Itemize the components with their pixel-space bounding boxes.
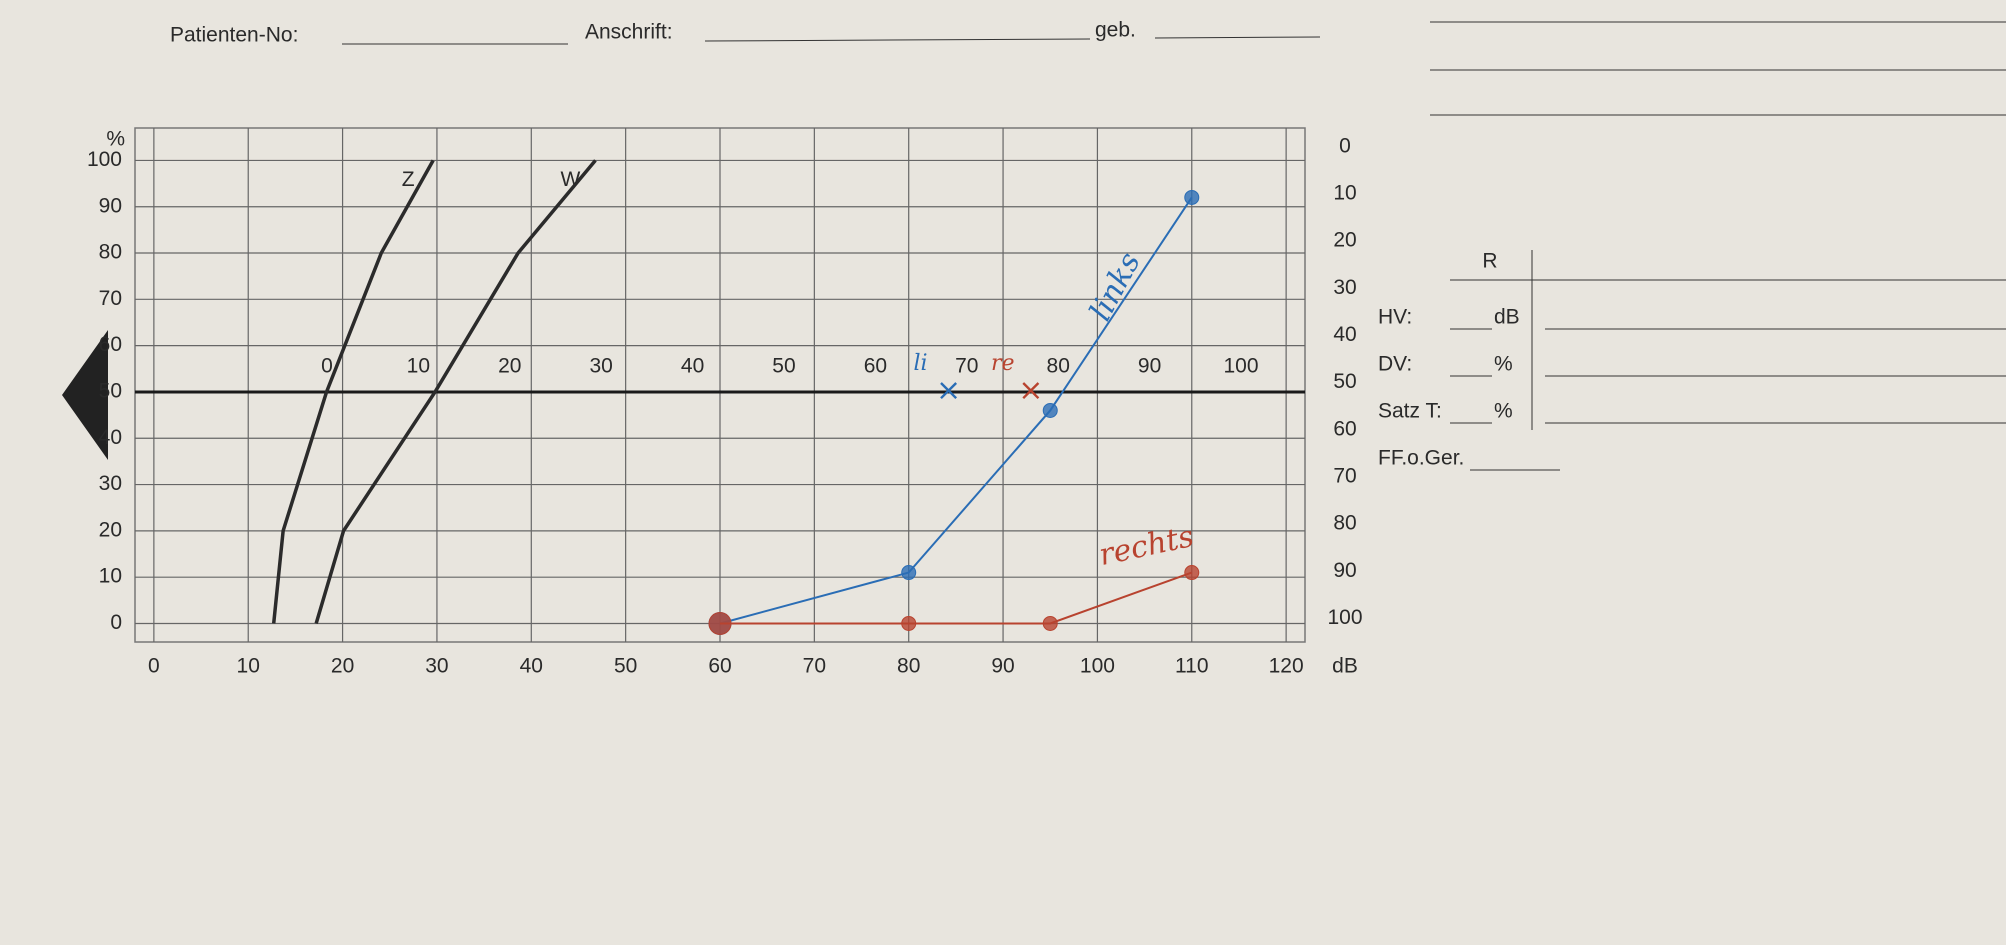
side-label: HV:	[1378, 306, 1412, 329]
x-tick-label: 90	[991, 655, 1014, 678]
reference-curve	[314, 159, 597, 624]
curve-label: W	[561, 168, 581, 191]
y-tick-label: 100	[87, 148, 122, 171]
srt-cross: ×	[1018, 373, 1043, 408]
y2-tick-label: 20	[1333, 229, 1356, 252]
point	[901, 615, 917, 631]
x-tick-label: 100	[1080, 655, 1115, 678]
side-unit: %	[1494, 353, 1513, 376]
x-tick-label: 70	[803, 655, 826, 678]
point	[1184, 565, 1200, 581]
side-unit: %	[1494, 400, 1513, 423]
side-column-head: R	[1482, 250, 1497, 273]
point	[1042, 615, 1058, 631]
y2-tick-label: 0	[1339, 134, 1351, 157]
x-tick-label: 110	[1175, 655, 1208, 678]
patient-no-label: Patienten-No:	[170, 24, 298, 47]
x2-tick-label: 70	[955, 354, 978, 377]
srt-cross: ×	[936, 373, 961, 408]
address-label: Anschrift:	[585, 21, 673, 44]
y2-tick-label: 30	[1333, 276, 1356, 299]
arrow-marker	[62, 330, 108, 460]
x2-tick-label: 30	[589, 354, 612, 377]
curve-label: Z	[402, 168, 415, 191]
y2-tick-label: 70	[1333, 465, 1356, 488]
x-tick-label: 20	[331, 655, 354, 678]
born-label: geb.	[1095, 19, 1136, 42]
y-tick-label: 30	[99, 472, 122, 495]
x2-tick-label: 90	[1138, 354, 1161, 377]
y2-tick-label: 100	[1327, 606, 1362, 629]
x-tick-label: 120	[1269, 655, 1304, 678]
x-tick-label: 30	[425, 655, 448, 678]
field-line	[1154, 36, 1321, 39]
x2-tick-label: 60	[864, 354, 887, 377]
y2-tick-label: 10	[1333, 182, 1356, 205]
point	[1184, 189, 1200, 205]
y-tick-label: 20	[99, 518, 122, 541]
y2-tick-label: 80	[1333, 512, 1356, 535]
y2-tick-label: 60	[1333, 417, 1356, 440]
side-label: DV:	[1378, 353, 1412, 376]
y-tick-label: 50	[99, 379, 122, 402]
x-tick-label: 40	[520, 655, 543, 678]
y-tick-label: 90	[99, 194, 122, 217]
y-tick-label: 80	[99, 241, 122, 264]
x2-tick-label: 0	[321, 354, 333, 377]
srt-label: re	[991, 351, 1015, 376]
point	[708, 611, 732, 635]
x2-tick-label: 20	[498, 354, 521, 377]
x2-tick-label: 80	[1047, 354, 1070, 377]
x2-tick-label: 100	[1223, 354, 1258, 377]
reference-curve	[271, 159, 435, 624]
point	[1042, 402, 1058, 418]
point	[901, 565, 917, 581]
hand-line	[719, 196, 1193, 625]
x2-tick-label: 50	[772, 354, 795, 377]
y-tick-label: 10	[99, 565, 122, 588]
y-tick-label: 60	[99, 333, 122, 356]
side-label: FF.o.Ger.	[1378, 447, 1464, 470]
field-line	[704, 38, 1091, 42]
x-tick-label: 80	[897, 655, 920, 678]
x-tick-label: 10	[237, 655, 260, 678]
hand-line	[720, 571, 1193, 625]
y-tick-label: 0	[110, 611, 122, 634]
y-tick-label: 40	[99, 426, 122, 449]
x-tick-label: 0	[148, 655, 160, 678]
x-axis-label: dB	[1332, 655, 1358, 678]
x2-tick-label: 40	[681, 354, 704, 377]
x2-tick-label: 10	[407, 354, 430, 377]
y-tick-label: 70	[99, 287, 122, 310]
y-axis-label: %	[106, 128, 125, 151]
y2-tick-label: 40	[1333, 323, 1356, 346]
side-unit: dB	[1494, 306, 1520, 329]
x-tick-label: 60	[708, 655, 731, 678]
side-label: Satz T:	[1378, 400, 1442, 423]
y2-tick-label: 50	[1333, 370, 1356, 393]
x-tick-label: 50	[614, 655, 637, 678]
srt-label: li	[913, 351, 927, 376]
y2-tick-label: 90	[1333, 559, 1356, 582]
